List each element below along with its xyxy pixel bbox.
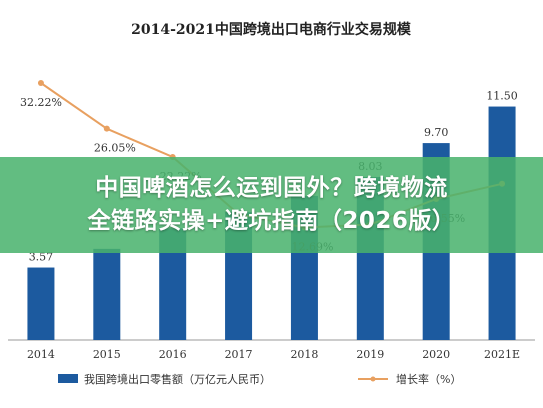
- bar-2015: [93, 248, 121, 340]
- legend-line-marker: [370, 376, 376, 382]
- growth-rate-point-2015: [103, 125, 110, 132]
- overlay-banner: 中国啤酒怎么运到国外？跨境物流 全链路实操+避坑指南（2026版）: [0, 157, 543, 253]
- overlay-title-line-2: 全链路实操+避坑指南（2026版）: [87, 208, 456, 234]
- bar-value-label-2014: 3.57: [29, 251, 54, 264]
- x-tick-2017: 2017: [225, 348, 253, 361]
- legend-line-label: 增长率（%）: [396, 372, 461, 386]
- chart-title: 2014-2021中国跨境出口电商行业交易规模: [131, 21, 412, 38]
- legend: 我国跨境出口零售额（万亿元人民币） 增长率（%）: [58, 372, 461, 386]
- bar-value-label-2021E: 11.50: [486, 90, 518, 103]
- growth-rate-label-2014: 32.22%: [20, 96, 62, 109]
- x-tick-2018: 2018: [290, 348, 318, 361]
- growth-rate-point-2014: [37, 80, 44, 86]
- x-tick-2021E: 2021E: [484, 348, 520, 361]
- legend-bar-swatch: [58, 374, 78, 383]
- legend-bar-label: 我国跨境出口零售额（万亿元人民币）: [84, 372, 271, 386]
- x-tick-2016: 2016: [159, 348, 187, 361]
- bar-2014: [27, 267, 55, 340]
- overlay-title-line-1: 中国啤酒怎么运到国外？跨境物流: [95, 175, 448, 201]
- growth-rate-label-2015: 26.05%: [94, 142, 136, 155]
- x-tick-2019: 2019: [356, 348, 384, 361]
- x-tick-2015: 2015: [93, 348, 121, 361]
- x-tick-2014: 2014: [27, 348, 55, 361]
- x-tick-2020: 2020: [422, 348, 450, 361]
- bar-value-label-2020: 9.70: [424, 126, 449, 139]
